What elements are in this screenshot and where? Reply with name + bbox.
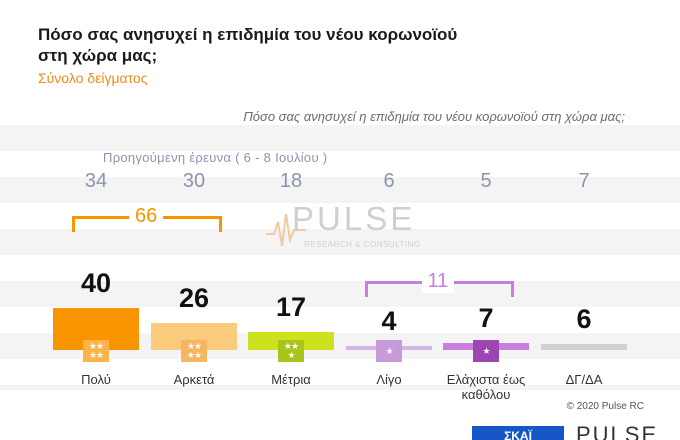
category-label: ΔΓ/ΔΑ xyxy=(565,372,603,387)
previous-value: 5 xyxy=(480,170,492,192)
group-total: 11 xyxy=(421,270,455,293)
previous-value: 18 xyxy=(279,170,303,192)
stars-icon: ★★ ★★ xyxy=(181,340,207,362)
value-label: 17 xyxy=(275,292,307,323)
previous-value: 6 xyxy=(383,170,395,192)
stars-icon: ★ xyxy=(473,340,499,362)
category-label: Ελάχιστα έως καθόλου xyxy=(446,372,526,402)
copyright-text: © 2020 Pulse RC xyxy=(566,401,644,412)
category-label: Μέτρια xyxy=(271,372,311,387)
question-text: Πόσο σας ανησυχεί η επιδημία του νέου κο… xyxy=(243,109,625,124)
stars-icon: ★★ ★★ xyxy=(83,340,109,362)
previous-value: 30 xyxy=(182,170,206,192)
skai-logo: ΣΚΑΪ xyxy=(472,426,564,440)
group-total: 66 xyxy=(129,205,164,228)
category-label: Πολύ xyxy=(81,372,111,387)
bar-5 xyxy=(541,343,627,350)
category-label: Αρκετά xyxy=(173,372,215,387)
stars-icon: ★★ ★ xyxy=(278,340,304,362)
pulse-logo: PULSE xyxy=(576,424,659,440)
watermark-subtext: RESEARCH & CONSULTING xyxy=(304,240,421,249)
pulse-wave-icon xyxy=(266,213,306,247)
category-label: Λίγο xyxy=(376,372,402,387)
previous-value: 7 xyxy=(578,170,590,192)
watermark-text: PULSE xyxy=(292,200,416,237)
value-label: 4 xyxy=(381,305,397,336)
previous-survey-label: Προηγούμενη έρευνα ( 6 - 8 Ιουλίου ) xyxy=(103,150,328,165)
value-label: 7 xyxy=(478,302,494,333)
value-label: 6 xyxy=(576,303,592,334)
value-label: 40 xyxy=(80,268,112,298)
chart-subtitle: Σύνολο δείγματος xyxy=(38,70,148,86)
previous-value: 34 xyxy=(84,170,108,192)
pulse-watermark: PULSE RESEARCH & CONSULTING xyxy=(266,200,426,256)
stars-icon: ★ xyxy=(376,340,402,362)
chart-title: Πόσο σας ανησυχεί η επιδημία του νέου κο… xyxy=(38,25,458,65)
value-label: 26 xyxy=(178,282,210,313)
